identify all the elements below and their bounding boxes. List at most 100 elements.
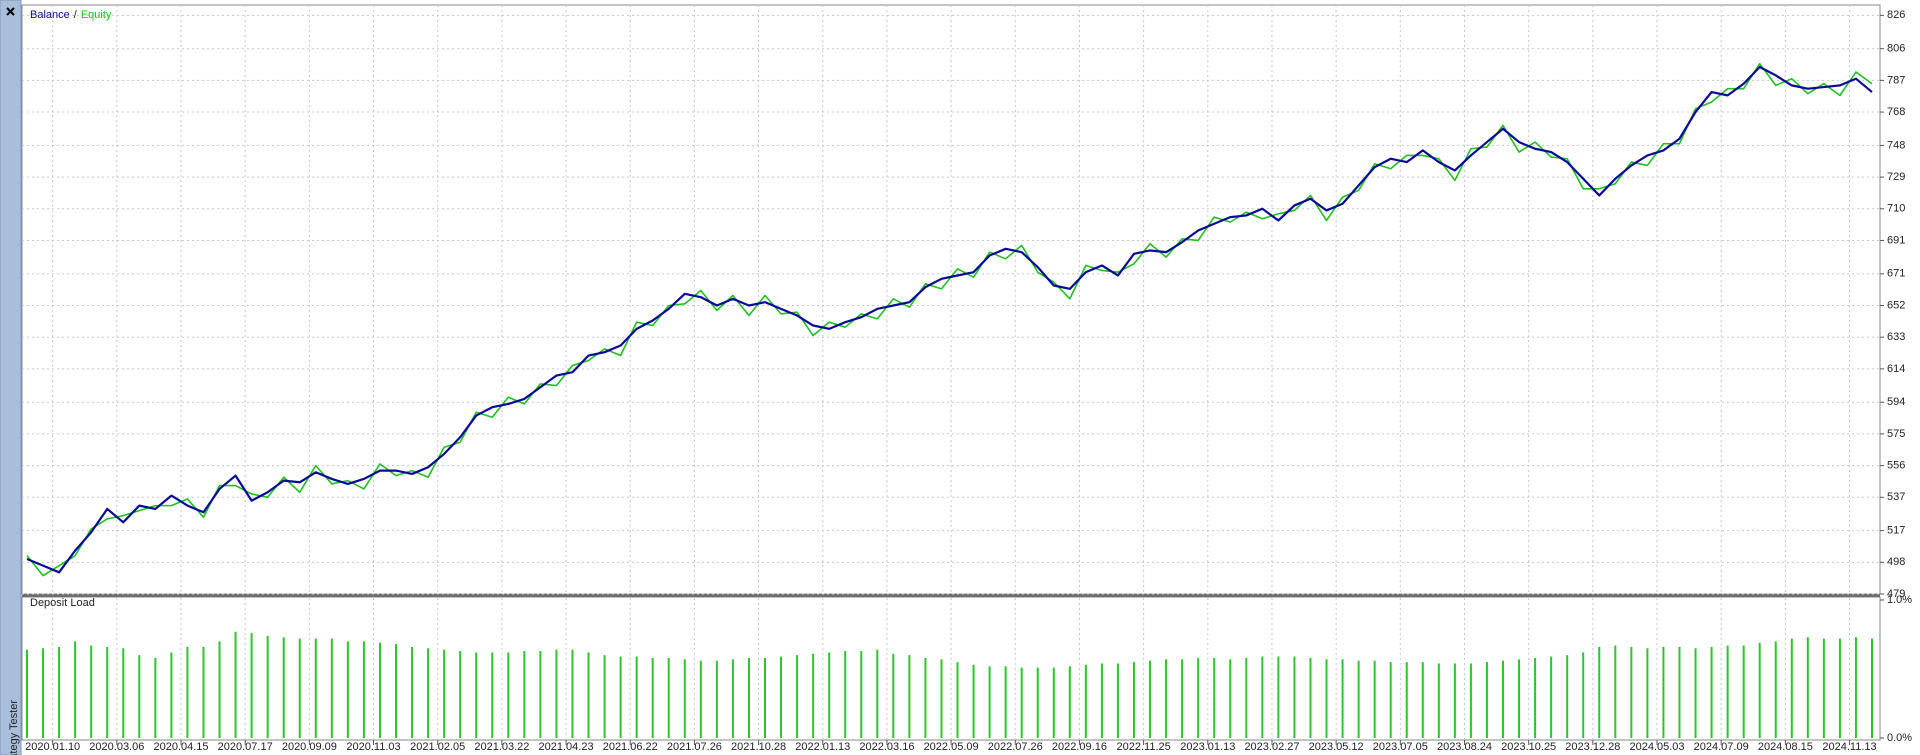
- bar: [828, 652, 831, 738]
- bar: [1261, 656, 1264, 738]
- close-icon[interactable]: [6, 7, 15, 16]
- bar: [1566, 655, 1569, 738]
- y-tick-label: 498: [1887, 556, 1905, 568]
- bar: [491, 652, 494, 738]
- x-tick-label: 2022.11.25: [1117, 741, 1171, 753]
- bar: [1453, 663, 1456, 738]
- bar: [1149, 660, 1152, 738]
- bar: [1694, 648, 1697, 738]
- bar: [635, 656, 638, 738]
- y-tick-label: 633: [1887, 331, 1905, 343]
- bar: [266, 635, 269, 738]
- bar: [619, 656, 622, 738]
- bar: [1165, 659, 1168, 738]
- x-tick-label: 2020.11.03: [346, 741, 400, 753]
- x-tick-label: 2022.07.26: [988, 741, 1043, 753]
- bar: [844, 651, 847, 738]
- x-tick-label: 2021.07.26: [667, 741, 722, 753]
- series-line: [26, 65, 1873, 574]
- bar: [395, 644, 397, 738]
- bar: [202, 646, 205, 738]
- bar: [1774, 641, 1777, 738]
- bar: [1437, 663, 1440, 738]
- x-tick-label: 2021.03.22: [474, 741, 529, 753]
- bar: [1133, 662, 1135, 738]
- bar: [1373, 660, 1376, 738]
- bar: [1614, 645, 1617, 738]
- bar: [876, 649, 879, 738]
- y-tick-label: 575: [1887, 428, 1905, 440]
- bar: [1678, 646, 1681, 738]
- y-tick-label: 787: [1887, 74, 1905, 86]
- bar: [796, 655, 799, 738]
- x-tick-label: 2020.04.15: [153, 741, 208, 753]
- bar: [346, 641, 349, 738]
- bar: [1277, 656, 1280, 738]
- bar: [523, 651, 526, 738]
- y-tick-label: 614: [1887, 363, 1905, 375]
- sidebar: [0, 0, 22, 755]
- y-tick-label: 768: [1887, 106, 1905, 118]
- legend: Balance / Equity: [30, 9, 112, 21]
- bar: [298, 638, 301, 738]
- bar: [747, 657, 750, 738]
- bar: [924, 657, 927, 738]
- bar: [1421, 662, 1424, 738]
- y-tick-label: 806: [1887, 43, 1905, 55]
- bar: [1646, 648, 1649, 738]
- x-tick-label: 2022.09.16: [1052, 741, 1107, 753]
- bar: [1502, 660, 1504, 738]
- bar: [314, 638, 317, 738]
- bar: [1742, 645, 1745, 738]
- bar: [1838, 638, 1841, 738]
- bar: [715, 660, 718, 738]
- x-tick-label: 2022.03.16: [859, 741, 914, 753]
- bar: [1341, 659, 1344, 738]
- y-tick-label: 729: [1887, 171, 1905, 183]
- y-tick-label: 748: [1887, 139, 1905, 151]
- bar: [170, 652, 173, 738]
- bar: [1181, 659, 1184, 738]
- bar: [1197, 657, 1200, 738]
- bar: [1309, 657, 1312, 738]
- bar: [362, 641, 365, 738]
- bar: [1068, 666, 1071, 738]
- bar: [459, 651, 462, 738]
- bar: [571, 649, 574, 738]
- bar: [1405, 662, 1408, 738]
- x-tick-label: 2023.05.12: [1309, 741, 1364, 753]
- bar: [683, 659, 686, 738]
- bar: [812, 653, 815, 738]
- y-tick-label: 1.0%: [1887, 594, 1912, 606]
- legend-separator: /: [74, 9, 78, 21]
- bar: [764, 657, 766, 738]
- bar: [1084, 664, 1087, 738]
- bar: [940, 659, 943, 738]
- series-line: [26, 62, 1873, 577]
- bar: [956, 662, 959, 738]
- x-tick-label: 2022.05.09: [924, 741, 979, 753]
- bar: [58, 646, 61, 738]
- bar: [699, 660, 702, 738]
- x-tick-label: 2020.07.17: [218, 741, 273, 753]
- bar: [186, 646, 189, 738]
- bar: [1518, 659, 1521, 738]
- bar: [218, 641, 221, 738]
- bar: [443, 649, 446, 738]
- bar: [651, 657, 654, 738]
- x-tick-label: 2024.07.09: [1694, 741, 1749, 753]
- bar: [539, 651, 542, 738]
- bar: [731, 659, 734, 738]
- bar: [1389, 662, 1392, 738]
- bar: [1534, 657, 1537, 738]
- y-tick-label: 594: [1887, 396, 1905, 408]
- y-tick-label: 710: [1887, 203, 1905, 215]
- x-tick-label: 2024.05.03: [1629, 741, 1684, 753]
- x-tick-label: 2023.10.25: [1501, 741, 1556, 753]
- bar: [1854, 637, 1857, 738]
- bar: [234, 631, 237, 738]
- bar: [411, 646, 414, 738]
- bar: [154, 657, 157, 738]
- close-button[interactable]: [2, 3, 19, 20]
